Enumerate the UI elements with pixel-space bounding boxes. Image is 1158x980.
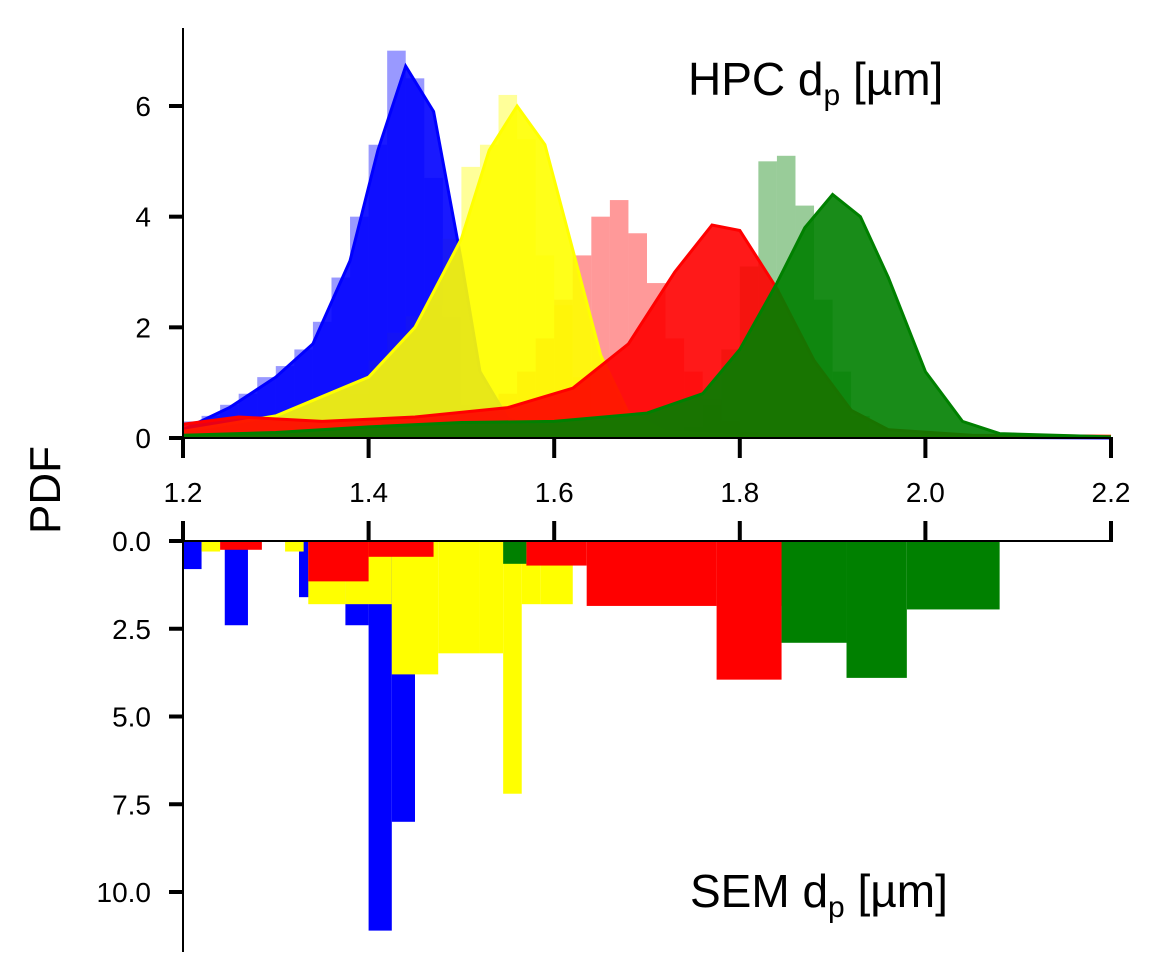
hist-bar-bottom-3-0 xyxy=(503,541,527,564)
top-x-tick-label-2: 1.6 xyxy=(535,477,574,508)
y-axis-label: PDF xyxy=(21,446,70,534)
hist-bar-bottom-1-5 xyxy=(438,541,480,654)
top-x-tick-label-1: 1.4 xyxy=(349,477,388,508)
top-x-tick-label-3: 1.8 xyxy=(720,477,759,508)
hist-bar-bottom-0-4 xyxy=(368,541,392,931)
top-panel-title: HPC dp [µm] xyxy=(688,53,943,112)
hist-bar-bottom-3-2 xyxy=(846,541,907,678)
top-x-tick-label-4: 2.0 xyxy=(906,477,945,508)
hist-bar-bottom-0-0 xyxy=(183,541,202,570)
bottom-y-tick-label-0: 0.0 xyxy=(112,526,151,557)
density-area-3 xyxy=(183,194,1111,438)
top-x-tick-label-5: 2.2 xyxy=(1092,477,1131,508)
hist-bar-bottom-1-7 xyxy=(503,541,522,794)
density-line-3 xyxy=(182,192,1112,439)
top-x-tick-label-0: 1.2 xyxy=(164,477,203,508)
top-panel: 0 2 4 6 1.2 1.4 1.6 1.8 2.0 2.2 HPC dp [µm] xyxy=(135,28,1130,508)
bottom-histograms xyxy=(183,541,1000,931)
hist-bar-bottom-1-0 xyxy=(201,541,221,552)
hist-bar-bottom-1-1 xyxy=(285,541,304,552)
bottom-panel-title: SEM dp [µm] xyxy=(690,865,948,924)
hist-bar-bottom-2-5 xyxy=(716,541,782,680)
hist-bar-bottom-2-0 xyxy=(220,541,262,550)
density-area-2 xyxy=(183,225,1111,438)
hist-bar-bottom-2-1 xyxy=(308,541,369,582)
hist-bar-bottom-1-4 xyxy=(391,541,439,675)
top-y-tick-label-0: 0 xyxy=(135,423,151,454)
bottom-y-tick-label-2: 5.0 xyxy=(112,702,151,733)
bottom-panel: 0.0 2.5 5.0 7.5 10.0 SEM dp [µm] xyxy=(97,521,1113,952)
bottom-axes: 0.0 2.5 5.0 7.5 10.0 xyxy=(97,521,1113,952)
hist-bar-bottom-2-4 xyxy=(586,541,717,606)
top-density-curves xyxy=(182,62,1112,440)
bottom-y-tick-label-4: 10.0 xyxy=(97,877,152,908)
hist-bar-bottom-2-2 xyxy=(368,541,434,557)
density-area-1 xyxy=(183,106,1111,438)
hist-bar-bottom-2-3 xyxy=(526,541,587,566)
top-axes: 0 2 4 6 1.2 1.4 1.6 1.8 2.0 2.2 xyxy=(135,28,1130,508)
bottom-y-tick-label-1: 2.5 xyxy=(112,614,151,645)
top-y-tick-label-2: 4 xyxy=(135,202,151,233)
hist-bar-bottom-1-6 xyxy=(479,541,504,654)
top-y-tick-label-3: 6 xyxy=(135,91,151,122)
hist-bar-bottom-3-1 xyxy=(781,541,847,643)
hist-bar-bottom-3-3 xyxy=(906,541,1000,610)
hist-bar-bottom-0-1 xyxy=(224,541,248,626)
top-y-tick-label-1: 2 xyxy=(135,312,151,343)
bottom-y-tick-label-3: 7.5 xyxy=(112,789,151,820)
